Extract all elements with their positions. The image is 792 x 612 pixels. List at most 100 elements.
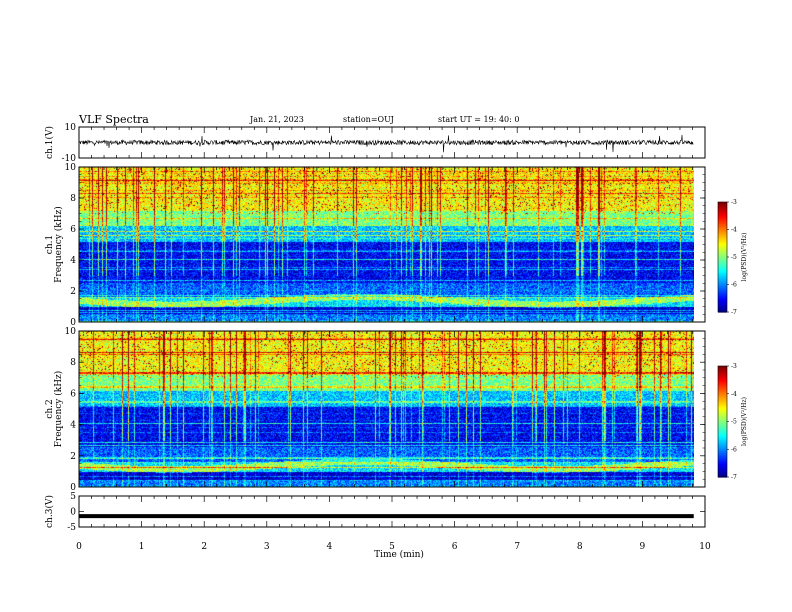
ch2-spectrogram-colorbar-cell (718, 440, 727, 443)
x-tick-label: 2 (201, 542, 207, 552)
figure-title: VLF Spectra (78, 113, 149, 126)
ch1-spectrogram-colorbar-cell (718, 299, 727, 302)
ch3-waveform-ylabel: ch.3(V) (44, 495, 55, 528)
ch1-spectrogram-colorbar-cell (718, 257, 727, 260)
ch1-spectrogram-colorbar-cell (718, 240, 727, 243)
x-tick-label: 1 (139, 542, 145, 552)
ch2-spectrogram-colorbar-cell (718, 415, 727, 419)
ch2-spectrogram-colorbar-cell (718, 427, 727, 430)
x-tick-label: 3 (264, 542, 270, 552)
x-tick-label: 6 (452, 542, 458, 552)
ch1-spectrogram-colorbar-cell (718, 266, 727, 269)
ch2-spectrogram-colorbar-label: log(PSD)(V²/Hz) (741, 397, 748, 446)
ch2-spectrogram-ytick-label: 6 (70, 389, 76, 399)
ch2-spectrogram-colorbar-cell (718, 421, 727, 424)
ch3-waveform-ytick-label: -5 (67, 523, 76, 533)
ch1-spectrogram-colorbar-label: log(PSD)(V²/Hz) (741, 233, 748, 282)
header: VLF Spectra Jan. 21, 2023 station=OUJ st… (78, 113, 519, 126)
ch2-spectrogram-colorbar-cell (718, 428, 727, 432)
ch1-waveform-ylabel: ch.1(V) (44, 126, 55, 159)
ch2-spectrogram-colorbar-cell (718, 454, 727, 458)
ch1-spectrogram-colorbar-cell (718, 290, 727, 293)
ch2-spectrogram-colorbar-cell (718, 449, 727, 452)
ch1-spectrogram-colorbar-cell (718, 202, 727, 205)
ch2-spectrogram-raster (79, 331, 694, 487)
ch1-spectrogram-colorbar-cell (718, 251, 727, 254)
ch1-spectrogram-colorbar-cell (718, 224, 727, 227)
ch1-spectrogram-colorbar-cell (718, 207, 727, 210)
ch2-spectrogram-colorbar-cell (718, 445, 727, 448)
ch1-spectrogram-colorbar-cell (718, 286, 727, 289)
ch2-spectrogram-colorbar-cell (718, 395, 727, 399)
ch2-spectrogram-ylabel: Frequency (kHz) (53, 371, 64, 448)
ch2-spectrogram-colorbar-cell (718, 456, 727, 460)
ch1-spectrogram-colorbar-cell (718, 205, 727, 209)
ch1-spectrogram-colorbar-cell (718, 227, 727, 231)
ch1-spectrogram-colorbar-cell (718, 203, 727, 207)
start-time-label: start UT = 19: 40: 0 (438, 115, 519, 124)
ch1-spectrogram-colorbar-cell (718, 284, 727, 287)
ch1-spectrogram-colorbar-cell (718, 244, 727, 247)
ch1-spectrogram-colorbar-cell (718, 209, 727, 212)
ch1-spectrogram-colorbar-cell (718, 302, 727, 306)
ch1-spectrogram-colorbar-cell (718, 269, 727, 273)
ch1-spectrogram-colorbar-tick-label: -7 (731, 309, 737, 316)
ch1-spectrogram-colorbar-cell (718, 293, 727, 297)
ch1-spectrogram-colorbar-tick-label: -3 (731, 199, 737, 206)
ch2-spectrogram-ytick-label: 2 (70, 452, 76, 462)
ch2-spectrogram-colorbar-cell (718, 458, 727, 461)
ch2-spectrogram-colorbar-cell (718, 404, 727, 408)
ch2-spectrogram-colorbar-cell (718, 378, 727, 382)
ch1-spectrogram-colorbar-cell (718, 277, 727, 280)
ch2-spectrogram-colorbar-cell (718, 390, 727, 393)
ch2-spectrogram-colorbar-cell (718, 465, 727, 469)
ch2-spectrogram-colorbar-cell (718, 393, 727, 397)
ch1-spectrogram-ytick-label: 8 (70, 194, 76, 204)
ch2-spectrogram-colorbar-cell (718, 386, 727, 389)
ch1-spectrogram-colorbar-cell (718, 280, 727, 284)
ch1-spectrogram-colorbar-cell (718, 236, 727, 240)
x-axis-label: Time (min) (374, 549, 424, 560)
ch1-spectrogram-colorbar-cell (718, 308, 727, 311)
ch1-spectrogram-colorbar-cell (718, 249, 727, 253)
ch2-spectrogram-colorbar-cell (718, 471, 727, 474)
ch1-spectrogram-colorbar-cell (718, 222, 727, 225)
ch2-spectrogram-colorbar-cell (718, 467, 727, 471)
ch1-spectrogram-colorbar-cell (718, 255, 727, 258)
ch2-spectrogram-colorbar-cell (718, 388, 727, 391)
ch1-spectrogram-colorbar-cell (718, 301, 727, 304)
ch1-spectrogram-colorbar-cell (718, 216, 727, 220)
ch1-spectrogram-colorbar-cell (718, 214, 727, 218)
ch2-spectrogram-colorbar-tick-label: -7 (731, 474, 737, 481)
ch1-spectrogram-colorbar-cell (718, 260, 727, 264)
ch1-spectrogram-colorbar-cell (718, 218, 727, 221)
ch1-spectrogram-colorbar-cell (718, 271, 727, 275)
ch1-spectrogram-colorbar-tick-label: -5 (731, 254, 737, 261)
ch2-spectrogram-colorbar-cell (718, 399, 727, 402)
ch2-spectrogram-colorbar-cell (718, 430, 727, 434)
ch1-spectrogram-colorbar-cell (718, 253, 727, 256)
ch1-spectrogram-colorbar-cell (718, 258, 727, 262)
ch1-spectrogram-colorbar-tick-label: -4 (731, 227, 737, 234)
ch1-spectrogram-colorbar-cell (718, 279, 727, 282)
ch1-spectrogram-colorbar-cell (718, 220, 727, 223)
ch1-spectrogram-colorbar-cell (718, 242, 727, 245)
x-tick-label: 4 (327, 542, 333, 552)
ch1-spectrogram-colorbar-cell (718, 231, 727, 234)
ch1-spectrogram-colorbar-cell (718, 291, 727, 295)
ch1-spectrogram-colorbar-cell (718, 273, 727, 276)
ch2-spectrogram-colorbar-cell (718, 369, 727, 373)
ch2-spectrogram-colorbar-cell (718, 425, 727, 428)
ch2-spectrogram-colorbar-tick-label: -6 (731, 446, 737, 453)
ch2-spectrogram-colorbar-cell (718, 412, 727, 415)
ch2-spectrogram-colorbar-cell (718, 410, 727, 413)
ch2-spectrogram-colorbar-cell (718, 367, 727, 371)
ch2-spectrogram-ylabel: ch.2 (45, 399, 55, 418)
ch1-spectrogram-colorbar-cell (718, 246, 727, 249)
station-label: station=OUJ (343, 115, 394, 124)
ch2-spectrogram-colorbar-cell (718, 380, 727, 384)
ch2-spectrogram-colorbar-cell (718, 460, 727, 463)
ch2-spectrogram-colorbar-cell (718, 438, 727, 441)
ch1-spectrogram-ylabel: ch.1 (45, 235, 55, 254)
